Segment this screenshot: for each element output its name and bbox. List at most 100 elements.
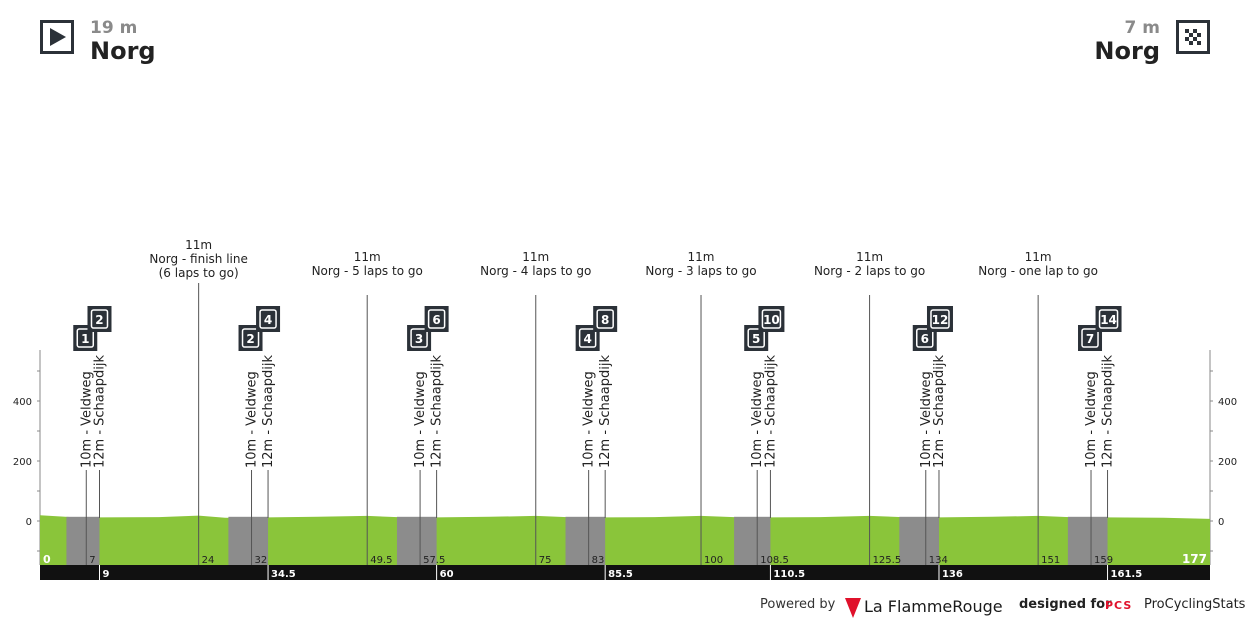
km-band-label: 60 [440, 569, 454, 580]
climb-zone [396, 516, 437, 565]
km-tick-label: 108.5 [760, 555, 789, 566]
point-marker-frame [1081, 328, 1099, 348]
point-marker-number: 4 [264, 313, 272, 327]
climb-zone [899, 516, 939, 565]
y-tick-label-left: 0 [26, 517, 32, 528]
km-band-label: 9 [102, 569, 109, 580]
climb-zone [1067, 516, 1108, 565]
pass-altitude: 11m [1025, 250, 1052, 264]
point-label: 10m - Veldweg [79, 371, 94, 468]
flamme-rouge-logo-icon [845, 598, 861, 618]
climb-zone [565, 516, 606, 565]
y-tick-label-left: 200 [13, 457, 32, 468]
pass-altitude: 11m [688, 250, 715, 264]
km-band-label: 161.5 [1111, 569, 1143, 580]
point-marker-number: 5 [752, 332, 760, 346]
point-marker-frame [427, 309, 446, 329]
point-marker-number: 3 [415, 332, 423, 346]
km-tick-label: 83 [592, 555, 605, 566]
point-label: 12m - Schaapdijk [261, 355, 276, 468]
point-marker-frame [747, 328, 765, 348]
point-marker-frame [930, 309, 950, 329]
km-tick-label: 7 [89, 555, 95, 566]
pass-label: Norg - 4 laps to go [480, 264, 591, 278]
km-band-label: 110.5 [773, 569, 805, 580]
brand-name: La FlammeRouge [864, 597, 1003, 616]
point-label: 12m - Schaapdijk [1101, 355, 1116, 468]
point-marker-number: 7 [1086, 332, 1094, 346]
point-marker-frame [90, 309, 109, 329]
pass-label: Norg - 3 laps to go [645, 264, 756, 278]
point-marker-number: 8 [601, 313, 609, 327]
km-band-label: 136 [942, 569, 963, 580]
point-marker-frame [259, 309, 277, 329]
point-label: 12m - Schaapdijk [92, 355, 107, 468]
point-marker-frame [1098, 309, 1119, 329]
point-marker-number: 4 [583, 332, 591, 346]
km-start-label: 0 [43, 553, 51, 566]
y-tick-label-left: 400 [13, 397, 32, 408]
km-band-label: 34.5 [271, 569, 296, 580]
point-marker-number: 12 [932, 313, 949, 327]
elevation-area [40, 515, 1210, 565]
finish-name: Norg [1094, 37, 1160, 65]
km-tick-label: 57.5 [423, 555, 445, 566]
km-tick-label: 32 [255, 555, 268, 566]
checkered-flag-icon [1176, 20, 1210, 54]
point-label: 12m - Schaapdijk [763, 355, 778, 468]
km-tick-label: 100 [704, 555, 723, 566]
powered-by-text: Powered by [760, 597, 836, 612]
point-marker-frame [76, 328, 95, 348]
point-label: 12m - Schaapdijk [598, 355, 613, 468]
point-marker-frame [241, 328, 260, 348]
designed-for-text: designed for [1019, 597, 1112, 612]
km-tick-label: 125.5 [873, 555, 902, 566]
point-label: 12m - Schaapdijk [932, 355, 947, 468]
pass-altitude: 11m [185, 238, 212, 252]
pass-label: Norg - 5 laps to go [312, 264, 423, 278]
km-tick-label: 24 [202, 555, 215, 566]
climb-zone [734, 516, 771, 565]
pcs-logo: PCS [1105, 599, 1133, 612]
y-tick-label-right: 200 [1218, 457, 1237, 468]
km-band-label: 85.5 [608, 569, 633, 580]
point-marker-frame [916, 328, 934, 348]
point-label: 10m - Veldweg [919, 371, 934, 468]
km-end-label: 177 [1182, 552, 1207, 566]
km-band [40, 565, 1210, 580]
climb-zone [228, 516, 269, 565]
point-marker-number: 6 [921, 332, 929, 346]
pass-altitude: 11m [856, 250, 883, 264]
km-tick-label: 151 [1041, 555, 1060, 566]
point-label: 10m - Veldweg [245, 371, 260, 468]
km-tick-label: 75 [539, 555, 552, 566]
point-marker-frame [761, 309, 782, 329]
pcs-name: ProCyclingStats [1144, 597, 1246, 612]
pass-altitude: 11m [522, 250, 549, 264]
start-altitude: 19 m [90, 18, 138, 38]
point-label: 10m - Veldweg [413, 371, 428, 468]
point-marker-frame [578, 328, 597, 348]
km-tick-label: 49.5 [370, 555, 392, 566]
point-label: 10m - Veldweg [1084, 371, 1099, 468]
point-marker-frame [596, 309, 614, 329]
point-marker-number: 1 [81, 332, 89, 346]
point-label: 10m - Veldweg [750, 371, 765, 468]
point-marker-number: 14 [1100, 313, 1117, 327]
y-tick-label-right: 400 [1218, 397, 1237, 408]
km-tick-label: 159 [1094, 555, 1113, 566]
climb-zone [66, 516, 100, 565]
pass-altitude: 11m [354, 250, 381, 264]
play-icon [40, 20, 74, 54]
pass-label: Norg - finish line [149, 252, 247, 266]
point-marker-number: 10 [763, 313, 780, 327]
point-marker-frame [410, 328, 428, 348]
point-marker-number: 6 [432, 313, 440, 327]
y-tick-label-right: 0 [1218, 517, 1224, 528]
pass-label: (6 laps to go) [159, 266, 239, 280]
point-label: 12m - Schaapdijk [430, 355, 445, 468]
point-marker-number: 2 [95, 313, 103, 327]
finish-altitude: 7 m [1124, 18, 1160, 38]
pass-label: Norg - one lap to go [978, 264, 1098, 278]
